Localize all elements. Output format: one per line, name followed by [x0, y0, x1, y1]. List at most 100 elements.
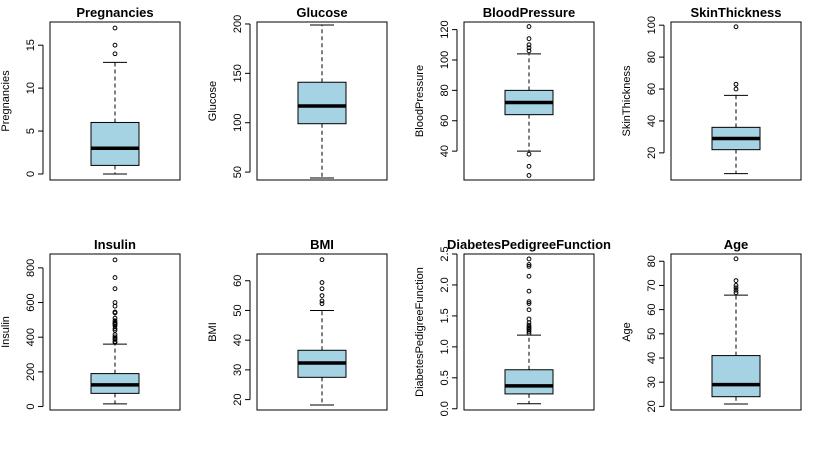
y-tick-label: 0.5 [439, 370, 451, 385]
outlier-point [112, 315, 118, 321]
iqr-box [297, 81, 347, 125]
outlier-point [526, 262, 532, 267]
y-tick-label: 10 [25, 82, 37, 94]
y-axis-label: Age [621, 322, 633, 342]
outlier-point [526, 163, 532, 169]
outlier-point [526, 45, 532, 51]
iqr-box [90, 121, 140, 166]
outlier-point [526, 273, 532, 279]
chart-title: Age [724, 237, 749, 252]
y-tick-label: 50 [232, 166, 244, 178]
outlier-point [526, 324, 532, 330]
y-tick-label: 40 [439, 145, 451, 157]
y-axis-label: Glucose [207, 81, 219, 121]
outlier-point [733, 86, 739, 92]
chart-title: SkinThickness [690, 5, 781, 20]
outlier-point [526, 301, 532, 306]
chart-panel-skinthickness: SkinThickness SkinThickness 20 40 60 80 100 [621, 5, 802, 181]
outlier-point [733, 287, 739, 293]
y-tick-label: 60 [439, 115, 451, 127]
outlier-point [112, 334, 118, 340]
outlier-point [112, 318, 118, 324]
plot-frame [670, 253, 802, 411]
outlier-point [733, 290, 739, 296]
y-tick-label: 150 [232, 64, 244, 82]
outlier-point [526, 48, 532, 54]
y-axis-label: Insulin [0, 316, 12, 348]
outlier-point [526, 328, 532, 334]
outlier-point [526, 36, 532, 42]
plot-frame [256, 253, 388, 411]
outlier-point [526, 24, 532, 29]
y-tick-label: 100 [646, 16, 658, 34]
y-tick-label: 80 [439, 84, 451, 96]
outlier-point [319, 280, 325, 285]
y-axis-label: BloodPressure [414, 65, 426, 137]
y-tick-label: 50 [232, 304, 244, 316]
chart-title: Glucose [296, 5, 347, 20]
y-tick-label: 200 [232, 15, 244, 33]
y-axis-label: SkinThickness [621, 65, 633, 136]
outlier-point [112, 51, 118, 57]
outlier-point [526, 256, 532, 262]
y-tick-label: 60 [232, 275, 244, 287]
y-tick-label: 0 [25, 403, 37, 409]
y-tick-label: 60 [646, 304, 658, 316]
outlier-point [112, 25, 118, 31]
y-tick-label: 30 [646, 376, 658, 388]
y-tick-label: 120 [439, 20, 451, 38]
y-tick-label: 1.0 [439, 339, 451, 354]
y-tick-label: 40 [646, 352, 658, 364]
outlier-point [733, 81, 739, 87]
y-tick-label: 400 [25, 328, 37, 346]
outlier-point [526, 263, 532, 269]
y-tick-label: 80 [646, 255, 658, 267]
iqr-box [711, 355, 761, 398]
outlier-point [733, 285, 739, 291]
y-tick-label: 20 [646, 400, 658, 412]
plot-frame [463, 21, 595, 181]
y-tick-label: 20 [646, 147, 658, 159]
chart-title: Pregnancies [76, 5, 153, 20]
y-tick-label: 30 [232, 364, 244, 376]
chart-title: Insulin [94, 237, 136, 252]
plot-frame [49, 253, 181, 411]
y-tick-label: 40 [646, 115, 658, 127]
outlier-point [112, 320, 118, 325]
outlier-point [526, 288, 532, 294]
outlier-point [526, 307, 532, 313]
outlier-point [319, 257, 325, 263]
outlier-point [526, 322, 532, 328]
outlier-point [112, 257, 118, 263]
y-tick-label: 0.0 [439, 401, 451, 416]
outlier-point [319, 301, 325, 307]
y-tick-label: 800 [25, 259, 37, 277]
plot-frame [256, 21, 388, 181]
outlier-point [112, 339, 118, 344]
chart-panel-bloodpressure: BloodPressure BloodPressure 40 60 80 100 120 [414, 5, 595, 181]
outlier-point [319, 286, 325, 292]
y-tick-label: 600 [25, 293, 37, 311]
outlier-point [112, 300, 118, 305]
outlier-point [733, 283, 739, 288]
outlier-point [733, 278, 739, 284]
y-axis-label: Pregnancies [0, 70, 12, 132]
y-axis-label: BMI [207, 322, 219, 342]
outlier-point [526, 316, 532, 322]
y-tick-label: 0 [25, 171, 37, 177]
y-tick-label: 60 [646, 83, 658, 95]
chart-panel-insulin: Insulin Insulin 0 200 400 600 800 [0, 237, 181, 411]
chart-title: BMI [310, 237, 334, 252]
iqr-box [504, 369, 554, 395]
outlier-point [733, 256, 739, 262]
plot-frame [670, 21, 802, 181]
outlier-point [112, 332, 118, 338]
y-tick-label: 15 [25, 39, 37, 51]
outlier-point [112, 275, 118, 280]
y-tick-label: 70 [646, 279, 658, 291]
y-tick-label: 80 [646, 51, 658, 63]
outlier-point [112, 286, 118, 292]
outlier-point [319, 298, 325, 304]
outlier-point [733, 24, 739, 30]
